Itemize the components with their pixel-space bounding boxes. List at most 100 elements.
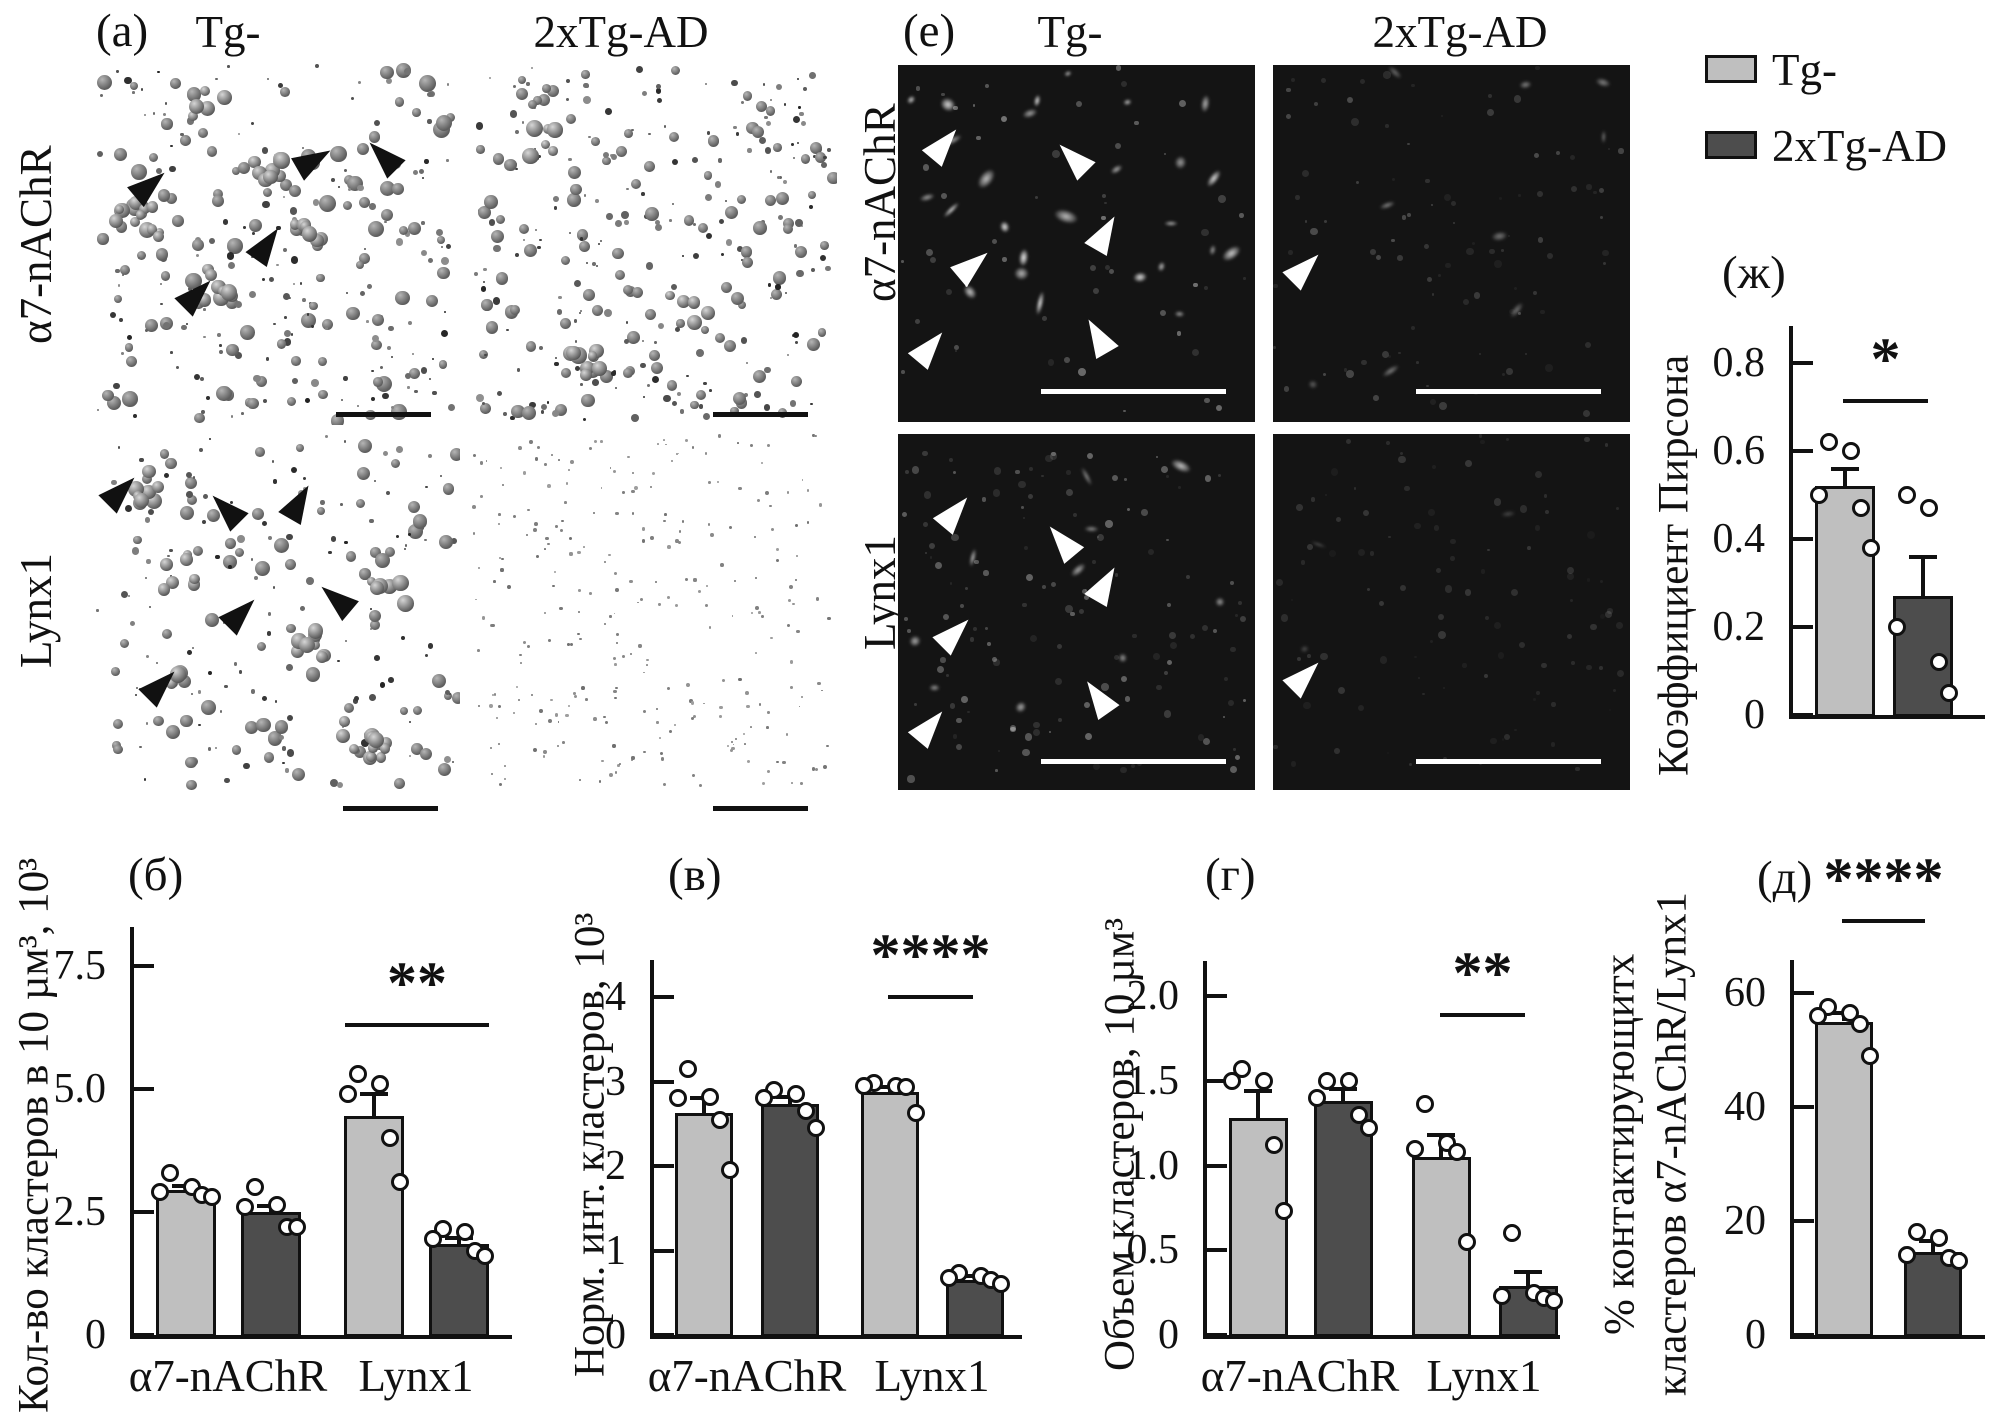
dot [544, 463, 547, 466]
speck [1273, 744, 1278, 750]
dot [218, 350, 223, 355]
dot [504, 777, 507, 780]
dot [268, 731, 283, 746]
dot [252, 231, 255, 235]
dot [550, 699, 553, 702]
speck [1280, 614, 1289, 622]
dot [206, 146, 218, 157]
data-point [1898, 486, 1916, 504]
dot [261, 695, 267, 701]
dot [472, 505, 477, 510]
dot [514, 129, 519, 134]
speck [1484, 615, 1490, 620]
dot [567, 165, 581, 180]
dot [290, 466, 297, 474]
significance-label: ** [1452, 940, 1513, 1006]
dot [216, 333, 221, 337]
dot [614, 771, 618, 775]
dot [206, 395, 211, 400]
speck [998, 749, 1001, 753]
dot [522, 471, 527, 475]
dot [789, 584, 794, 589]
cluster-dot [339, 715, 350, 727]
data-point [940, 1268, 958, 1287]
dot [611, 371, 616, 376]
speck [1480, 440, 1485, 445]
dot [671, 401, 677, 407]
speck [1392, 178, 1396, 182]
speck [1355, 180, 1359, 184]
dot [425, 295, 438, 308]
dot [623, 338, 629, 344]
speck [1229, 581, 1234, 586]
dot [395, 535, 399, 539]
dot [704, 603, 708, 607]
speck [1022, 516, 1026, 520]
data-point [907, 1103, 925, 1122]
speck [1569, 598, 1574, 603]
dot [646, 658, 649, 662]
dot [567, 193, 581, 207]
dot [187, 117, 195, 125]
dot [345, 291, 349, 295]
dot [534, 722, 538, 726]
bright-blob [1165, 453, 1197, 478]
dot [432, 391, 437, 396]
dot [554, 571, 557, 574]
dot [446, 159, 449, 162]
dot [623, 367, 634, 378]
speck [1333, 748, 1340, 754]
dot [424, 539, 427, 542]
dot [782, 223, 793, 234]
speck [1217, 474, 1221, 478]
dot [547, 85, 560, 98]
cluster-dot [525, 119, 543, 137]
dot [581, 686, 585, 690]
dot [169, 165, 177, 173]
dot [796, 141, 800, 144]
bright-blob [1378, 360, 1405, 382]
dot [714, 181, 722, 188]
dot [775, 558, 779, 563]
speck [1067, 541, 1071, 545]
dot [180, 714, 193, 728]
speck [1234, 614, 1238, 617]
dot [518, 446, 522, 451]
speck [900, 260, 904, 263]
dot [395, 291, 410, 306]
dot [821, 162, 827, 169]
error-bar [1843, 468, 1847, 487]
dot [414, 389, 418, 394]
dot [790, 400, 797, 407]
speck [1304, 220, 1308, 223]
speck [959, 603, 964, 608]
speck [1478, 434, 1483, 438]
dot [133, 535, 142, 545]
dot [192, 476, 196, 479]
dot [491, 623, 496, 628]
dot [512, 85, 516, 89]
dot [199, 376, 205, 381]
dot [811, 766, 816, 771]
chart-g-tick-label: 0 [1158, 1312, 1179, 1358]
dot [407, 386, 410, 389]
speck [1203, 286, 1208, 291]
dot [772, 271, 787, 285]
dot [615, 632, 619, 636]
speck [1093, 763, 1101, 771]
data-point [701, 1087, 719, 1106]
data-point [1308, 1088, 1326, 1107]
data-point [236, 1198, 254, 1217]
dot [523, 239, 526, 242]
speck [1078, 608, 1085, 614]
dot [186, 87, 201, 102]
dot [484, 195, 498, 209]
dot [213, 188, 224, 199]
dot [226, 343, 239, 356]
dot [543, 548, 546, 551]
cluster-dot [160, 558, 173, 571]
speck [1422, 693, 1425, 696]
cluster-dot [687, 296, 701, 309]
dot [274, 699, 278, 703]
dot [293, 283, 296, 286]
